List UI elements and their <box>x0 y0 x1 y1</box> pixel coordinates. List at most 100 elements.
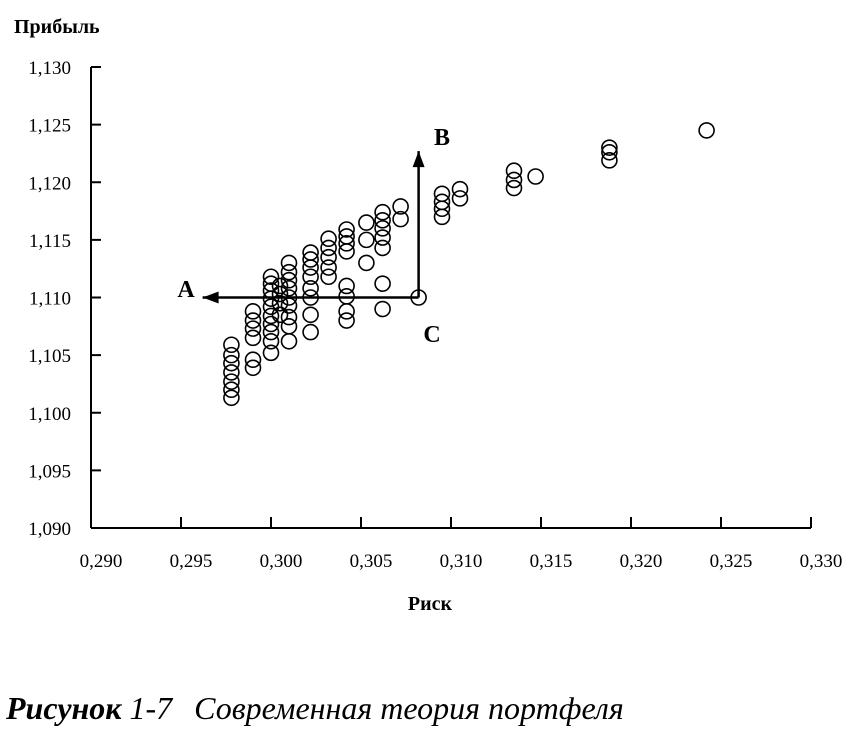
data-point <box>262 275 280 292</box>
data-point <box>451 180 469 198</box>
point-labels: A B C <box>177 125 450 348</box>
data-point <box>374 275 391 292</box>
data-point <box>302 306 319 324</box>
data-point <box>338 235 355 252</box>
x-tick-label: 0,325 <box>710 551 753 572</box>
x-tick-label: 0,305 <box>350 551 393 572</box>
data-point <box>244 329 262 347</box>
data-point <box>392 198 409 215</box>
arrow-to-b-head <box>412 151 425 168</box>
data-point <box>244 320 262 337</box>
data-point <box>374 229 391 246</box>
data-point <box>262 323 280 341</box>
data-point <box>320 248 337 266</box>
data-point <box>527 168 544 185</box>
data-point <box>302 251 319 268</box>
x-tick-label: 0,330 <box>800 551 843 572</box>
y-tick-label: 1,100 <box>28 404 71 425</box>
caption-figure-number: 1-7 <box>129 690 173 726</box>
data-point <box>244 351 262 369</box>
data-point <box>302 279 319 297</box>
data-point <box>280 254 298 272</box>
data-point <box>505 179 523 197</box>
x-tick-label: 0,290 <box>80 551 123 572</box>
point-label-a: A <box>177 277 195 303</box>
data-point <box>280 271 298 289</box>
data-point <box>262 282 280 299</box>
data-point <box>358 254 375 272</box>
y-tick-label: 1,110 <box>29 289 71 310</box>
data-point <box>374 220 391 237</box>
data-point <box>280 297 298 314</box>
data-point <box>223 381 240 399</box>
data-point <box>374 211 391 229</box>
data-point <box>262 307 280 325</box>
x-tick-label: 0,310 <box>440 551 483 572</box>
data-point <box>223 364 240 381</box>
data-point <box>262 344 280 362</box>
data-point <box>433 185 451 203</box>
y-axis-title: Прибыль <box>14 16 100 38</box>
data-point <box>601 143 618 161</box>
data-point <box>601 139 618 156</box>
data-point <box>223 336 240 354</box>
data-point <box>698 122 715 139</box>
data-point <box>338 277 355 295</box>
data-point <box>280 318 298 335</box>
data-point <box>374 239 391 257</box>
y-tick-label: 1,125 <box>28 116 71 137</box>
x-tick-label: 0,320 <box>620 551 663 572</box>
caption-figure-word: Рисунок <box>6 690 122 726</box>
y-axis-ticks: 1,090 1,095 1,100 1,105 1,110 1,115 1,120 1,125… <box>28 58 101 540</box>
caption-title: Современная теория портфеля <box>194 690 624 726</box>
data-point <box>244 312 262 329</box>
y-tick-label: 1,105 <box>28 346 71 367</box>
x-axis-title: Риск <box>408 593 453 615</box>
data-point <box>410 289 427 306</box>
data-point <box>338 221 355 238</box>
point-label-c: C <box>423 322 440 348</box>
arrow-to-a-head <box>202 291 219 304</box>
y-tick-label: 1,120 <box>28 173 71 194</box>
data-point <box>302 244 319 261</box>
y-tick-label: 1,090 <box>28 519 71 540</box>
data-point <box>280 279 298 297</box>
data-point <box>451 190 469 207</box>
data-points <box>223 122 715 407</box>
data-point <box>271 306 289 324</box>
y-tick-label: 1,095 <box>28 461 71 482</box>
data-point <box>280 308 298 326</box>
data-point <box>223 354 240 372</box>
data-point <box>271 294 289 312</box>
data-point <box>505 171 523 189</box>
data-point <box>271 285 289 303</box>
data-point <box>244 303 262 320</box>
data-point <box>338 312 355 329</box>
data-point <box>338 288 355 305</box>
x-tick-label: 0,315 <box>530 551 573 572</box>
arrows <box>202 151 425 304</box>
data-point <box>320 259 337 276</box>
scatter-chart: 1,090 1,095 1,100 1,105 1,110 1,115 1,120 1,125… <box>14 16 843 615</box>
data-point <box>223 346 240 364</box>
y-tick-label: 1,115 <box>29 231 71 252</box>
data-point <box>358 231 375 249</box>
data-point <box>223 389 240 407</box>
data-point <box>320 239 337 257</box>
x-tick-label: 0,300 <box>260 551 303 572</box>
y-tick-label: 1,130 <box>28 58 71 79</box>
data-point <box>262 315 280 333</box>
data-point <box>302 323 319 341</box>
data-point <box>244 359 262 377</box>
data-point <box>320 230 337 248</box>
data-point <box>338 228 355 245</box>
data-point <box>338 303 355 320</box>
figure-caption: Рисунок 1-7 Современная теория портфеля <box>6 690 624 727</box>
data-point <box>320 268 337 286</box>
data-point <box>374 300 391 318</box>
data-point <box>280 289 298 306</box>
data-point <box>223 373 240 390</box>
data-point <box>505 162 523 180</box>
data-point <box>271 277 289 295</box>
data-point <box>280 263 298 281</box>
